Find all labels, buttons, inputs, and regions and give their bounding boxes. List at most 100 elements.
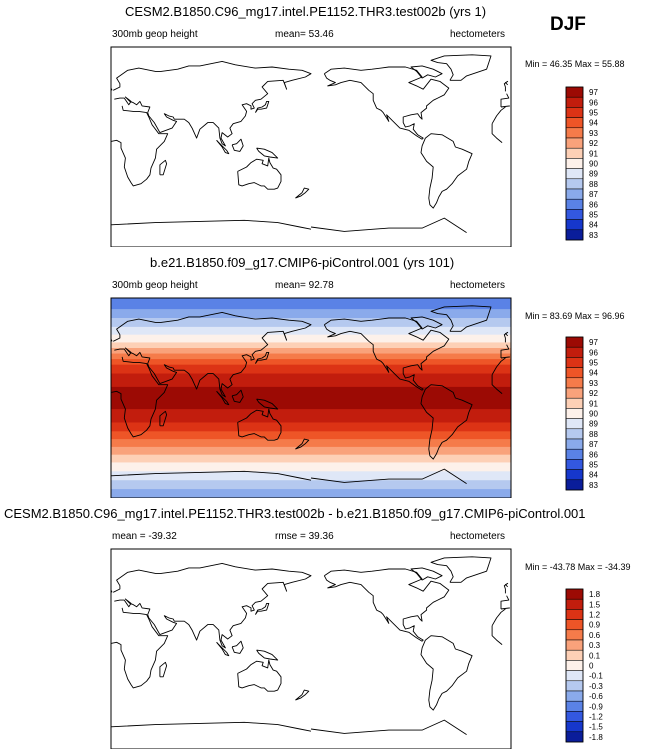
contour-band xyxy=(111,386,511,410)
colorbar-swatch xyxy=(565,479,584,491)
colorbar-swatch xyxy=(565,367,584,379)
colorbar-swatch xyxy=(565,188,584,200)
panel-1-variable-label: 300mb geop height xyxy=(112,29,198,40)
colorbar-swatch xyxy=(565,357,584,368)
panel-3-units-label: hectometers xyxy=(450,531,506,542)
colorbar-tick-label: 86 xyxy=(589,450,598,459)
colorbar-tick-label: 89 xyxy=(589,170,598,179)
coastline-madagascar xyxy=(159,410,168,427)
colorbar-swatch xyxy=(565,336,584,348)
contour-band xyxy=(111,348,511,355)
colorbar-swatch xyxy=(565,469,584,481)
coastline-africa xyxy=(110,607,506,689)
colorbar-swatch xyxy=(565,649,584,661)
colorbar-swatch xyxy=(565,127,584,139)
panel-3-minmax: Min = -43.78 Max = -34.39 xyxy=(525,562,631,572)
colorbar-swatch xyxy=(565,448,584,460)
coastline-north-america xyxy=(323,317,450,391)
colorbar-tick-label: 0.6 xyxy=(589,631,601,640)
colorbar-tick-label: 0 xyxy=(589,662,594,671)
panel-3-colorbar: 1.81.5 1.20.90.60.30.1 0-0.1-0.3-0.6-0.9 -1… xyxy=(565,588,603,743)
contour-band xyxy=(111,409,511,423)
colorbar-tick-label: 91 xyxy=(589,149,598,158)
season-label: DJF xyxy=(550,14,586,35)
coastline-antarctica-edge xyxy=(110,217,467,233)
coastline-new-guinea xyxy=(256,147,279,159)
colorbar-tick-label: 93 xyxy=(589,129,598,138)
colorbar-swatch xyxy=(565,459,584,470)
colorbar-swatch xyxy=(565,670,584,682)
map-background xyxy=(111,47,511,247)
colorbar-tick-label: 95 xyxy=(589,109,598,118)
panel-2-mean-label: mean= 92.78 xyxy=(275,280,334,291)
colorbar-swatch xyxy=(565,598,584,610)
colorbar-tick-label: 96 xyxy=(589,98,598,107)
colorbar-tick-label: 87 xyxy=(589,440,598,449)
contour-band xyxy=(111,298,511,310)
colorbar-tick-label: -0.3 xyxy=(589,682,603,691)
map-background xyxy=(111,549,511,749)
colorbar-swatch xyxy=(565,397,584,409)
coastline-japan xyxy=(254,351,270,364)
colorbar-tick-label: 87 xyxy=(589,190,598,199)
coastline-sumatra xyxy=(216,641,230,657)
panel-1-units-label: hectometers xyxy=(450,29,506,40)
colorbar-swatch xyxy=(565,700,584,712)
colorbar-swatch xyxy=(565,588,584,600)
colorbar-swatch xyxy=(565,660,584,671)
colorbar-tick-label: 97 xyxy=(589,338,598,347)
colorbar-swatch xyxy=(565,690,584,702)
colorbar-swatch xyxy=(565,86,584,98)
colorbar-tick-label: 1.5 xyxy=(589,600,601,609)
coastline-borneo xyxy=(231,138,244,152)
colorbar-tick-label: 94 xyxy=(589,369,598,378)
colorbar-tick-label: 94 xyxy=(589,119,598,128)
coastline-south-america xyxy=(420,384,473,460)
coastline-new-zealand xyxy=(295,438,310,450)
colorbar-tick-label: 86 xyxy=(589,200,598,209)
colorbar-swatch xyxy=(565,107,584,118)
colorbar-swatch xyxy=(565,178,584,190)
contour-band xyxy=(111,462,511,472)
colorbar-swatch xyxy=(565,147,584,159)
colorbar-swatch xyxy=(565,438,584,450)
colorbar-swatch xyxy=(565,219,584,231)
colorbar-tick-label: -0.9 xyxy=(589,702,603,711)
colorbar-tick-label: 88 xyxy=(589,180,598,189)
map-frame xyxy=(110,46,512,247)
panel-1-map xyxy=(110,46,512,247)
colorbar-swatch xyxy=(565,418,584,430)
contour-band xyxy=(111,373,511,388)
contour-band xyxy=(111,353,511,360)
coastline-japan xyxy=(254,602,270,615)
colorbar-tick-label: 96 xyxy=(589,348,598,357)
panel-3-map xyxy=(110,548,512,749)
colorbar-tick-label: -1.5 xyxy=(589,723,603,732)
colorbar-frame xyxy=(565,588,584,743)
coastline-greenland xyxy=(430,54,492,81)
panel-3-mean-label: mean = -39.32 xyxy=(112,531,177,542)
colorbar-tick-label: 93 xyxy=(589,379,598,388)
coastline-madagascar xyxy=(159,159,168,176)
coastline-antarctica-edge xyxy=(110,468,467,484)
coastline-australia xyxy=(237,157,282,190)
panel-2-units-label: hectometers xyxy=(450,280,506,291)
coastline-south-america xyxy=(420,133,473,209)
contour-band xyxy=(111,359,511,366)
coastline-australia xyxy=(237,659,282,692)
coastline-new-zealand xyxy=(295,689,310,701)
colorbar-tick-label: 0.1 xyxy=(589,651,601,660)
panel-1-minmax: Min = 46.35 Max = 55.88 xyxy=(525,59,625,69)
colorbar-tick-label: 95 xyxy=(589,359,598,368)
colorbar-tick-label: 0.3 xyxy=(589,641,601,650)
contour-band xyxy=(111,489,511,498)
colorbar-tick-label: 92 xyxy=(589,389,598,398)
panel-3-rmse-label: rmse = 39.36 xyxy=(275,531,334,542)
coastline-eurasia xyxy=(113,562,510,649)
colorbar-tick-label: 85 xyxy=(589,211,598,220)
colorbar-swatch xyxy=(565,408,584,419)
coastline-baffin xyxy=(410,567,443,581)
coastline-sumatra xyxy=(216,139,230,155)
coastline-australia xyxy=(237,408,282,441)
